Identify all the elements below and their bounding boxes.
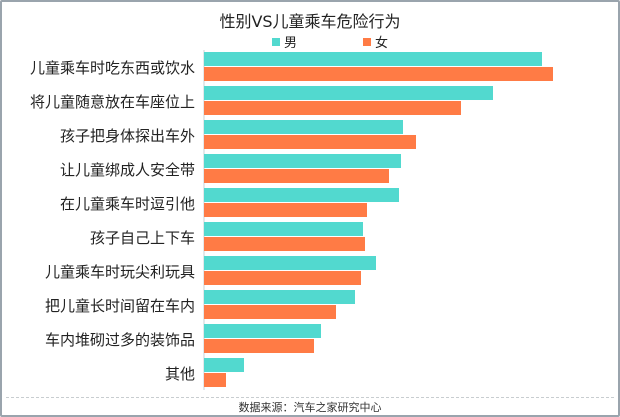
plot-area: [204, 50, 604, 390]
legend: 男 女: [0, 32, 620, 51]
bar-female: [204, 67, 553, 81]
bar-male: [204, 324, 321, 338]
bar-female: [204, 203, 367, 217]
category-label: 孩子把身体探出车外: [59, 127, 195, 145]
bar-male: [204, 120, 403, 134]
legend-swatch-female: [363, 37, 371, 46]
category-label: 在儿童乘车时逗引他: [59, 195, 195, 213]
bar-female: [204, 373, 226, 387]
category-label: 把儿童长时间留在车内: [44, 297, 195, 315]
category-label: 儿童乘车时玩尖利玩具: [44, 263, 195, 281]
bar-male: [204, 290, 355, 304]
legend-item-male: 男: [272, 32, 297, 51]
bar-male: [204, 256, 376, 270]
bar-male: [204, 154, 401, 168]
source-note: 数据来源：汽车之家研究中心: [238, 401, 382, 414]
bar-female: [204, 305, 336, 319]
category-label: 孩子自己上下车: [89, 229, 195, 247]
bar-female: [204, 271, 361, 285]
bar-male: [204, 52, 542, 66]
bar-male: [204, 358, 244, 372]
category-label: 让儿童绑成人安全带: [59, 161, 195, 179]
bar-female: [204, 135, 416, 149]
bar-female: [204, 101, 461, 115]
bar-male: [204, 86, 493, 100]
bar-female: [204, 237, 365, 251]
category-label: 儿童乘车时吃东西或饮水: [29, 59, 195, 77]
legend-item-female: 女: [363, 32, 388, 51]
bar-male: [204, 188, 399, 202]
chart-title: 性别VS儿童乘车危险行为: [219, 12, 401, 31]
category-label: 将儿童随意放在车座位上: [29, 93, 195, 111]
bar-female: [204, 169, 389, 183]
legend-swatch-male: [272, 37, 280, 46]
legend-label-female: 女: [375, 36, 389, 51]
bar-female: [204, 339, 314, 353]
category-label: 其他: [164, 365, 195, 383]
bar-male: [204, 222, 363, 236]
y-axis-line: [203, 50, 205, 390]
category-label: 车内堆砌过多的装饰品: [44, 331, 195, 349]
footer-divider: [6, 397, 614, 398]
legend-label-male: 男: [284, 36, 298, 51]
